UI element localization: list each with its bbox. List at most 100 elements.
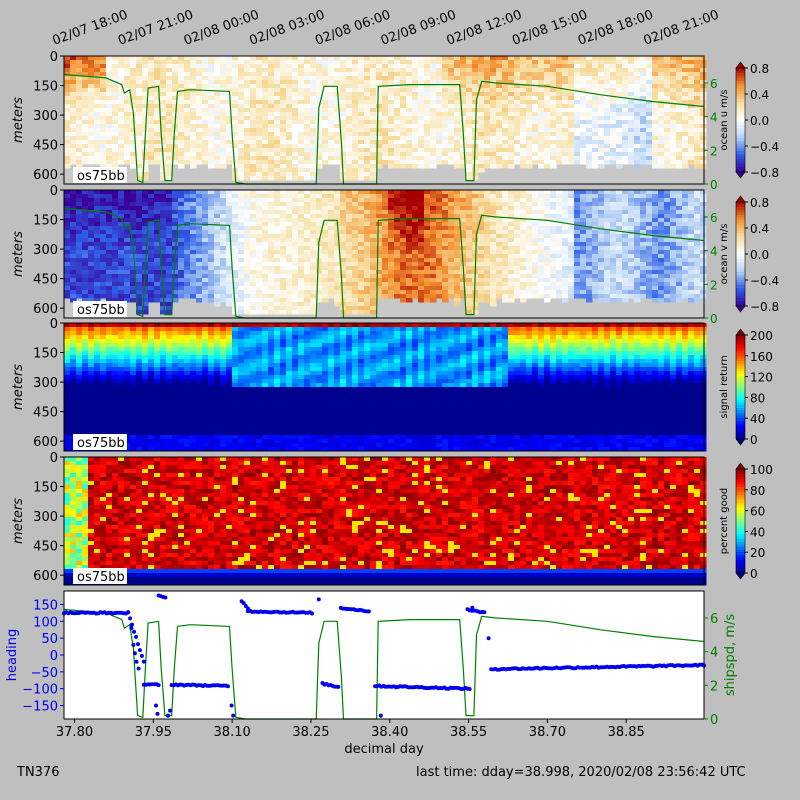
heatmap-cell [274, 222, 281, 227]
heatmap-cell [310, 168, 317, 173]
heatmap-cell [388, 234, 395, 239]
heatmap-cell [442, 80, 449, 85]
heatmap-cell [394, 290, 401, 295]
heatmap-cell [370, 144, 377, 149]
heatmap-cell [154, 298, 161, 303]
heatmap-cell [352, 198, 359, 203]
heatmap-cell [478, 156, 485, 161]
heatmap-cell [172, 100, 179, 105]
heatmap-cell [250, 144, 257, 149]
heatmap-cell [220, 242, 227, 247]
heatmap-cell [178, 116, 185, 121]
heatmap-cell [436, 72, 443, 77]
heatmap-cell [334, 124, 341, 129]
heatmap-cell [520, 152, 527, 157]
heatmap-cell [88, 262, 95, 267]
heatmap-cell [268, 148, 275, 153]
heatmap-cell [376, 132, 383, 137]
heatmap-cell [118, 290, 125, 295]
heatmap-cell [244, 72, 251, 77]
heatmap-cell [556, 136, 563, 141]
heatmap-cell [430, 238, 437, 243]
heatmap-cell [178, 210, 185, 215]
heatmap-cell [628, 144, 635, 149]
heatmap-cell [274, 64, 281, 69]
heatmap-cell [94, 262, 101, 267]
heatmap-cell [394, 238, 401, 243]
heatmap-cell [568, 144, 575, 149]
heatmap-cell [88, 68, 95, 73]
heatmap-cell [286, 214, 293, 219]
heatmap-cell [220, 246, 227, 251]
heatmap-cell [322, 132, 329, 137]
heatmap-cell [628, 68, 635, 73]
heatmap-cell [538, 96, 545, 101]
heatmap-cell [370, 294, 377, 299]
heatmap-cell [508, 164, 515, 169]
heatmap-cell [148, 230, 155, 235]
heatmap-cell [376, 214, 383, 219]
heatmap-cell [682, 76, 689, 81]
heatmap-cell [640, 120, 647, 125]
heatmap-cell [556, 124, 563, 129]
heatmap-cell [280, 306, 287, 311]
heatmap-cell [490, 104, 497, 109]
heatmap-cell [262, 64, 269, 69]
heatmap-cell [382, 112, 389, 117]
heatmap-cell [214, 164, 221, 169]
heatmap-cell [310, 172, 317, 177]
heatmap-cell [388, 84, 395, 89]
heatmap-cell [430, 64, 437, 69]
heatmap-cell [142, 104, 149, 109]
heatmap-cell [160, 218, 167, 223]
heatmap-cell [280, 140, 287, 145]
heatmap-cell [208, 254, 215, 259]
heatmap-cell [676, 60, 683, 65]
heatmap-cell [370, 168, 377, 173]
heatmap-cell [220, 206, 227, 211]
heatmap-cell [250, 64, 257, 69]
heatmap-cell [238, 266, 245, 271]
heatmap-cell [208, 266, 215, 271]
heatmap-cell [148, 152, 155, 157]
heatmap-cell [610, 132, 617, 137]
heatmap-cell [538, 60, 545, 65]
heatmap-cell [466, 148, 473, 153]
heatmap-cell [148, 234, 155, 239]
heatmap-cell [622, 144, 629, 149]
heatmap-cell [514, 132, 521, 137]
heatmap-cell [142, 172, 149, 177]
heatmap-cell [346, 290, 353, 295]
heatmap-cell [208, 136, 215, 141]
heatmap-cell [304, 250, 311, 255]
heatmap-cell [208, 190, 215, 195]
heatmap-cell [160, 190, 167, 195]
heatmap-cell [538, 124, 545, 129]
heatmap-cell [442, 230, 449, 235]
heatmap-cell [460, 108, 467, 113]
heatmap-cell [400, 258, 407, 263]
heatmap-cell [700, 84, 707, 89]
heatmap-cell [166, 96, 173, 101]
heatmap-cell [340, 258, 347, 263]
heatmap-cell [112, 206, 119, 211]
heatmap-cell [700, 76, 707, 81]
heatmap-cell [460, 96, 467, 101]
heatmap-cell [136, 294, 143, 299]
heatmap-cell [118, 262, 125, 267]
heatmap-cell [196, 144, 203, 149]
heatmap-cell [244, 238, 251, 243]
heatmap-cell [340, 164, 347, 169]
heatmap-cell [250, 136, 257, 141]
heatmap-cell [178, 214, 185, 219]
heatmap-cell [352, 258, 359, 263]
heatmap-cell [106, 104, 113, 109]
heatmap-cell [550, 156, 557, 161]
heatmap-cell [232, 234, 239, 239]
heatmap-cell [520, 140, 527, 145]
heatmap-cell [376, 206, 383, 211]
heatmap-cell [568, 124, 575, 129]
heatmap-cell [238, 152, 245, 157]
heatmap-cell [562, 136, 569, 141]
heatmap-cell [652, 120, 659, 125]
